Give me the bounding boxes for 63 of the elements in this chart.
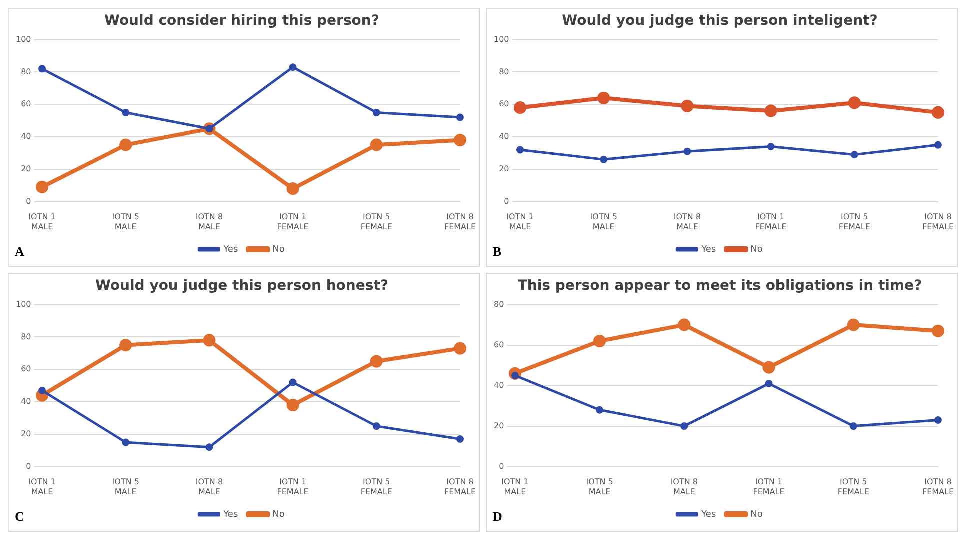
text: A [15,244,24,260]
x-tick-label: IOTN 5 MALE [112,212,140,232]
y-tick-label: 80 [21,67,32,76]
x-tick-label: IOTN 1 MALE [28,212,56,232]
y-tick-label: 20 [494,421,504,430]
x-tick-label: IOTN 8 FEMALE [444,212,476,232]
x-tick-label: IOTN 8 FEMALE [444,478,476,496]
y-tick-label: 0 [26,196,32,206]
y-tick-label: 60 [494,340,504,350]
y-tick-label: 100 [16,300,32,309]
y-tick-label: 0 [504,196,510,206]
text: D [493,509,502,525]
y-tick-label: 40 [21,132,32,142]
x-tick-label: IOTN 5 MALE [112,478,140,496]
x-tick-label: IOTN 5 MALE [590,212,618,232]
y-tick-label: 0 [499,462,504,471]
y-tick-label: 60 [21,364,32,374]
y-tick-label: 40 [499,132,510,142]
x-tick-label: IOTN 1 FEMALE [277,478,309,496]
legend-label: No [750,244,764,255]
x-tick-label: IOTN 5 FEMALE [838,478,870,496]
text: B [493,244,502,260]
y-tick-label: 100 [16,34,32,44]
x-tick-label: IOTN 1 FEMALE [755,212,787,232]
legend-label: No [750,510,764,520]
x-tick-label: IOTN 1 MALE [28,478,56,496]
y-tick-label: 40 [494,380,504,390]
y-tick-label: 60 [499,100,510,109]
x-tick-label: IOTN 5 FEMALE [838,212,870,232]
x-tick-label: IOTN 8 FEMALE [922,478,954,496]
x-tick-label: IOTN 5 MALE [586,478,614,496]
y-tick-label: 40 [21,397,32,406]
x-tick-label: IOTN 5 FEMALE [360,212,392,232]
chart-title: Would you judge this person inteligent? [562,13,878,30]
y-tick-label: 80 [21,332,32,342]
x-tick-label: IOTN 5 FEMALE [360,478,392,496]
x-tick-label: IOTN 8 MALE [196,478,224,496]
x-tick-label: IOTN 8 MALE [674,212,702,232]
x-tick-label: IOTN 1 FEMALE [277,212,309,232]
legend-label: Yes [700,244,716,255]
x-tick-label: IOTN 1 FEMALE [753,478,785,496]
legend-label: No [272,510,286,520]
y-tick-label: 0 [26,462,32,471]
legend-label: Yes [222,510,238,520]
chart-title: This person appear to meet its obligations in time? [518,278,922,294]
y-tick-label: 100 [494,34,510,44]
y-tick-label: 80 [494,300,504,309]
x-tick-label: IOTN 8 MALE [196,212,224,232]
x-tick-label: IOTN 8 MALE [670,478,698,496]
x-tick-label: IOTN 8 FEMALE [922,212,954,232]
text: C [15,509,24,525]
legend-label: Yes [222,244,238,255]
y-tick-label: 80 [499,67,510,76]
legend-label: Yes [700,510,716,520]
legend-label: No [272,244,286,255]
y-tick-label: 20 [21,429,32,438]
x-tick-label: IOTN 1 MALE [502,478,529,496]
x-tick-label: IOTN 1 MALE [506,212,534,232]
y-tick-label: 20 [499,164,510,174]
chart-title: Would consider hiring this person? [104,13,380,30]
y-tick-label: 60 [21,100,32,109]
chart-title: Would you judge this person honest? [95,278,389,294]
y-tick-label: 20 [21,164,32,174]
